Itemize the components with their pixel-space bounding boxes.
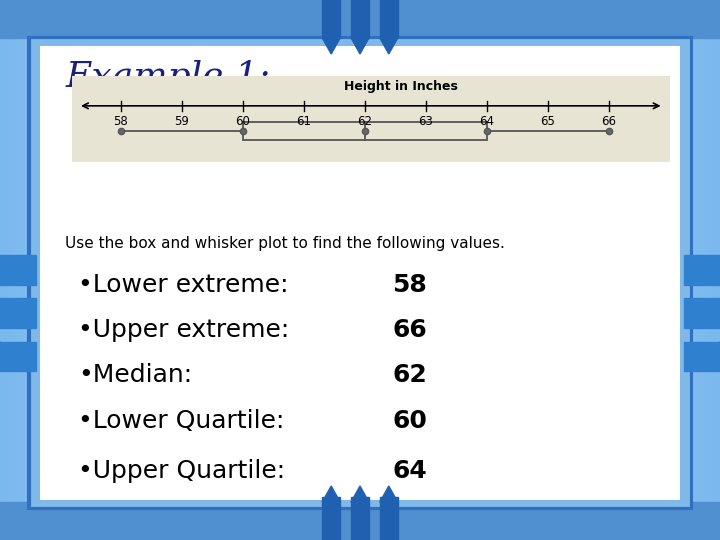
Bar <box>29 38 691 508</box>
Text: 62: 62 <box>357 116 372 129</box>
Polygon shape <box>351 38 369 54</box>
Bar <box>243 122 487 140</box>
Bar <box>32 40 688 505</box>
Text: •Upper extreme:: •Upper extreme: <box>78 318 289 342</box>
Text: 60: 60 <box>392 409 427 433</box>
Bar <box>351 497 369 540</box>
Text: •Lower extreme:: •Lower extreme: <box>78 273 289 296</box>
Bar <box>0 0 720 38</box>
Text: 66: 66 <box>601 116 616 129</box>
Text: •Lower Quartile:: •Lower Quartile: <box>78 409 284 433</box>
Text: 58: 58 <box>114 116 128 129</box>
Text: •Upper Quartile:: •Upper Quartile: <box>78 458 285 483</box>
Text: Use the box and whisker plot to find the following values.: Use the box and whisker plot to find the… <box>66 237 505 252</box>
Text: 61: 61 <box>296 116 311 129</box>
Bar <box>684 298 720 328</box>
Text: 59: 59 <box>174 116 189 129</box>
Text: 64: 64 <box>392 458 427 483</box>
Bar <box>684 342 720 372</box>
Text: 60: 60 <box>235 116 250 129</box>
Polygon shape <box>351 486 369 502</box>
Text: 66: 66 <box>392 318 427 342</box>
Bar <box>380 497 398 540</box>
Bar <box>380 0 398 38</box>
Text: 62: 62 <box>392 363 427 387</box>
Bar <box>351 0 369 38</box>
Text: •Median:: •Median: <box>78 363 192 387</box>
Polygon shape <box>323 38 341 54</box>
Bar <box>0 502 720 540</box>
Text: Example 1:: Example 1: <box>66 59 270 93</box>
Text: 58: 58 <box>392 273 427 296</box>
Bar <box>0 255 36 285</box>
Polygon shape <box>380 486 397 502</box>
Polygon shape <box>323 486 341 502</box>
Polygon shape <box>380 38 397 54</box>
Text: 64: 64 <box>480 116 494 129</box>
Bar <box>323 497 340 540</box>
Bar <box>0 298 36 328</box>
Bar <box>0 342 36 372</box>
Text: 65: 65 <box>540 116 555 129</box>
Text: 63: 63 <box>418 116 433 129</box>
Bar <box>684 255 720 285</box>
Bar <box>323 0 340 38</box>
Text: Height in Inches: Height in Inches <box>344 80 458 93</box>
Bar <box>40 46 680 500</box>
